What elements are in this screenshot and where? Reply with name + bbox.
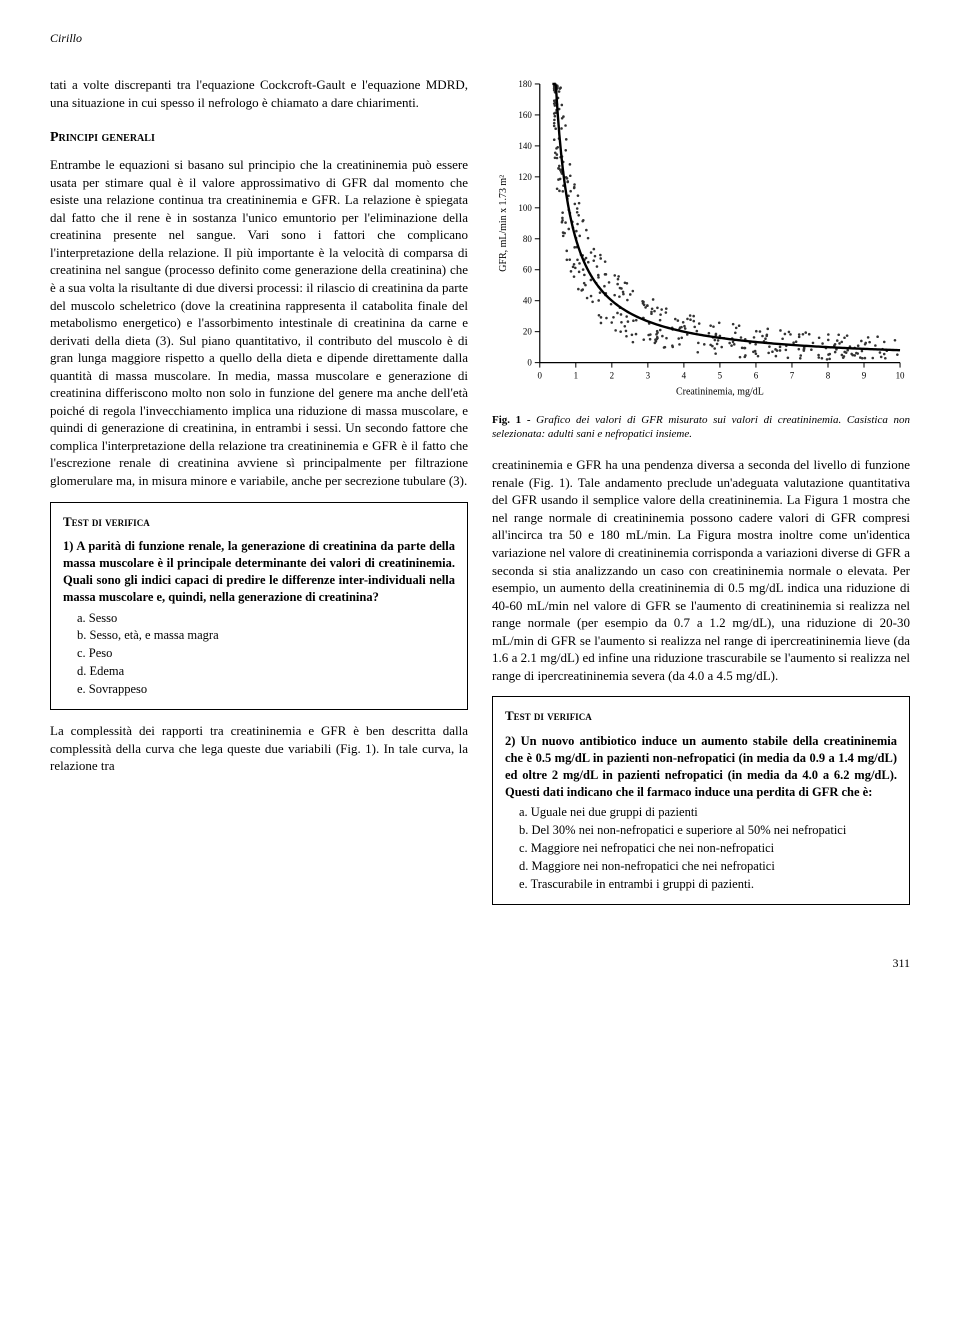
- test1-question: 1) A parità di funzione renale, la gener…: [63, 538, 455, 606]
- svg-text:GFR, mL/min x 1.73 m²: GFR, mL/min x 1.73 m²: [498, 175, 509, 272]
- svg-text:10: 10: [896, 371, 905, 381]
- test2-opt-a: a. Uguale nei due gruppi di pazienti: [519, 804, 897, 821]
- svg-text:40: 40: [523, 296, 532, 306]
- svg-text:Creatininemia, mg/dL: Creatininemia, mg/dL: [676, 387, 764, 398]
- fig-caption-text: Grafico dei valori di GFR misurato sui v…: [492, 414, 910, 441]
- svg-text:1: 1: [574, 371, 578, 381]
- figure-caption: Fig. 1 - Grafico dei valori di GFR misur…: [492, 413, 910, 443]
- gfr-scatter-chart: 012345678910020406080100120140160180Crea…: [492, 76, 910, 404]
- svg-text:0: 0: [538, 371, 543, 381]
- svg-text:2: 2: [610, 371, 614, 381]
- test2-title: Test di verifica: [505, 707, 897, 725]
- test2-opt-b: b. Del 30% nei non-nefropatici e superio…: [519, 822, 897, 839]
- test2-opt-c: c. Maggiore nei nefropatici che nei non-…: [519, 840, 897, 857]
- test-box-1: Test di verifica 1) A parità di funzione…: [50, 502, 468, 710]
- svg-text:3: 3: [646, 371, 651, 381]
- svg-text:0: 0: [527, 358, 532, 368]
- svg-text:80: 80: [523, 234, 532, 244]
- right-body: creatininemia e GFR ha una pendenza dive…: [492, 456, 910, 684]
- svg-text:8: 8: [826, 371, 831, 381]
- svg-text:7: 7: [790, 371, 795, 381]
- right-column: 012345678910020406080100120140160180Crea…: [492, 76, 910, 917]
- author-name: Cirillo: [50, 30, 910, 46]
- left-column: tati a volte discrepanti tra l'equazione…: [50, 76, 468, 917]
- test1-title: Test di verifica: [63, 513, 455, 531]
- test2-opt-e: e. Trascurabile in entrambi i gruppi di …: [519, 876, 897, 893]
- svg-text:180: 180: [518, 79, 532, 89]
- intro-para: tati a volte discrepanti tra l'equazione…: [50, 76, 468, 111]
- svg-text:60: 60: [523, 265, 532, 275]
- svg-text:120: 120: [518, 172, 532, 182]
- test1-opt-d: d. Edema: [77, 663, 455, 680]
- section-title-principi: Principi generali: [50, 129, 468, 148]
- page-number: 311: [50, 955, 910, 971]
- svg-text:6: 6: [754, 371, 759, 381]
- after-test-para: La complessità dei rapporti tra creatini…: [50, 722, 468, 775]
- test1-opt-a: a. Sesso: [77, 610, 455, 627]
- svg-text:4: 4: [682, 371, 687, 381]
- test1-opt-e: e. Sovrappeso: [77, 681, 455, 698]
- principi-body: Entrambe le equazioni si basano sul prin…: [50, 156, 468, 489]
- test-box-2: Test di verifica 2) Un nuovo antibiotico…: [492, 696, 910, 904]
- fig-caption-bold: Fig. 1 -: [492, 414, 531, 426]
- test1-opt-c: c. Peso: [77, 645, 455, 662]
- svg-text:140: 140: [518, 141, 532, 151]
- svg-text:5: 5: [718, 371, 723, 381]
- svg-text:100: 100: [518, 203, 532, 213]
- test1-opt-b: b. Sesso, età, e massa magra: [77, 627, 455, 644]
- svg-text:9: 9: [862, 371, 867, 381]
- svg-text:160: 160: [518, 110, 532, 120]
- svg-text:20: 20: [523, 327, 532, 337]
- test2-question: 2) Un nuovo antibiotico induce un aument…: [505, 733, 897, 801]
- test2-opt-d: d. Maggiore nei non-nefropatici che nei …: [519, 858, 897, 875]
